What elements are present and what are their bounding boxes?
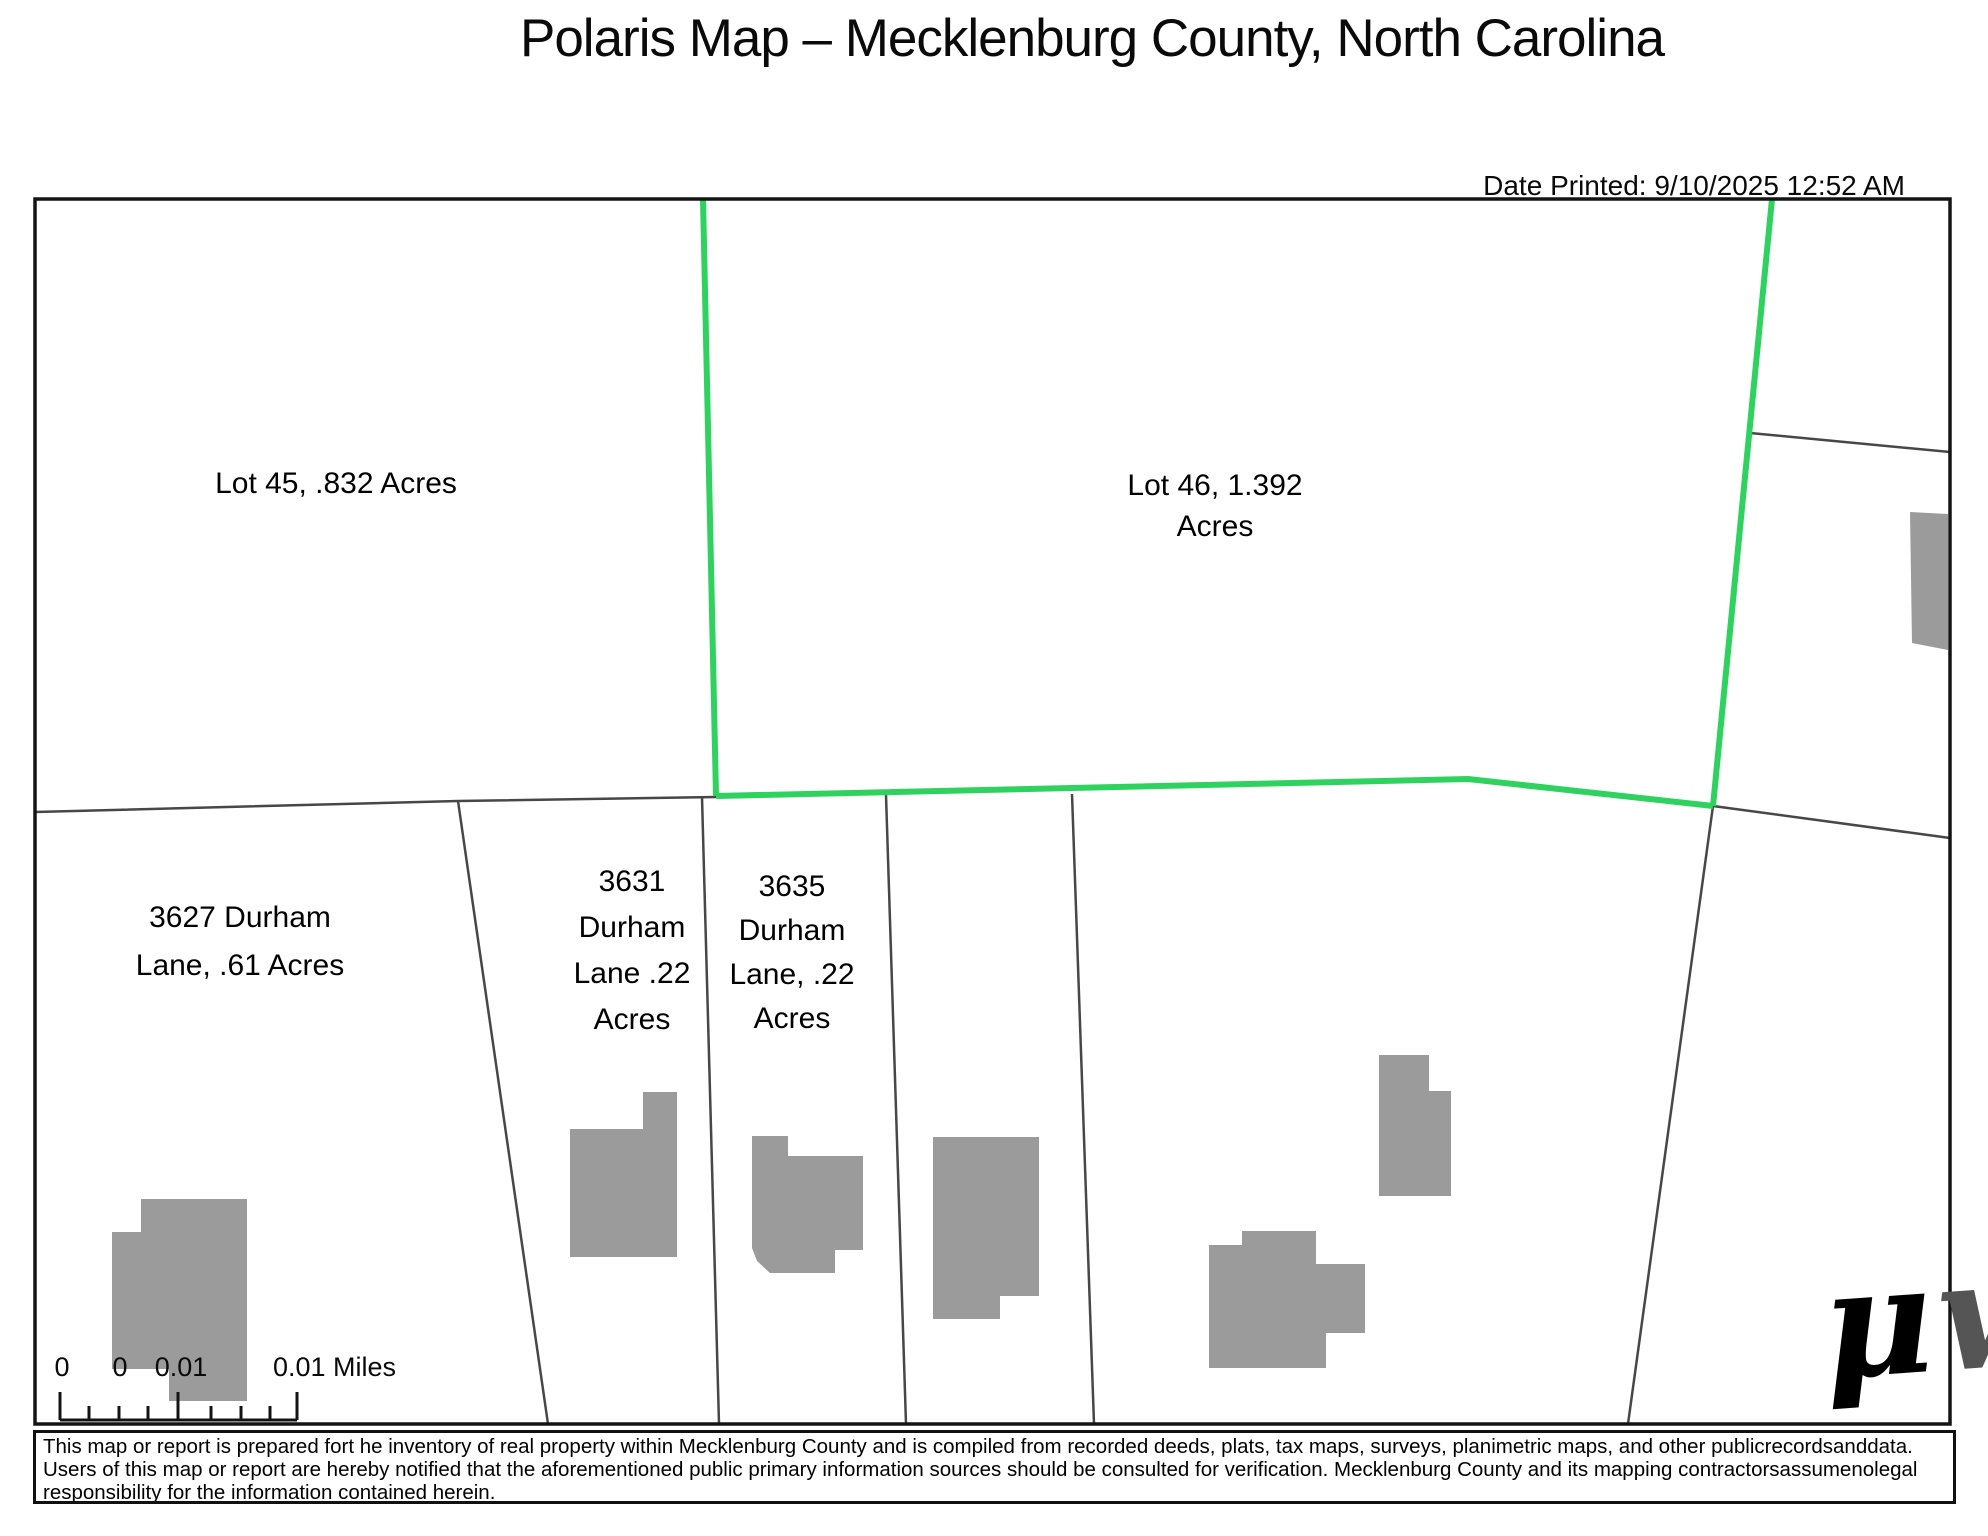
parcel-boundary-extension-right xyxy=(1712,804,1951,840)
parcel-label-lot45: Lot 45, .832 Acres xyxy=(215,466,457,502)
scale-tick-label: 0 xyxy=(112,1352,128,1382)
parcel-label-line: 3627 Durham xyxy=(149,901,331,934)
parcel-label-line: 3635 xyxy=(758,870,826,903)
disclaimer-line-1: This map or report is prepared fort he i… xyxy=(43,1435,1913,1458)
scale-tick-label: 0.01 xyxy=(154,1352,208,1382)
handwritten-watermark: μw xyxy=(1816,1222,1988,1415)
map-frame xyxy=(33,197,1952,1426)
parcel-label-line: Lot 45, .832 Acres xyxy=(215,467,457,500)
building-footprint-3635 xyxy=(752,1136,863,1273)
page-title: Polaris Map – Mecklenburg County, North … xyxy=(519,9,1665,68)
parcel-branch-upper-right xyxy=(1749,431,1951,454)
disclaimer-line-2: Users of this map or report are hereby n… xyxy=(43,1458,1918,1481)
parcel-label-lot46: Lot 46, 1.392 Acres xyxy=(1127,465,1302,547)
building-footprint-3627 xyxy=(112,1199,247,1401)
parcel-label-line: Lane .22 xyxy=(573,957,691,990)
parcel-label-line: Acres xyxy=(593,1003,671,1036)
building-footprint-3631 xyxy=(570,1092,677,1257)
building-footprint-7 xyxy=(1910,512,1948,650)
parcel-divider-2 xyxy=(700,796,721,1425)
parcel-label-line: 3631 xyxy=(598,865,666,898)
scale-ruler xyxy=(58,1392,299,1422)
disclaimer-box: This map or report is prepared fort he i… xyxy=(33,1430,1956,1504)
scale-tick-label: 0 xyxy=(54,1352,70,1382)
building-footprint-4 xyxy=(933,1137,1039,1319)
parcel-lines xyxy=(34,431,1951,1425)
parcel-label-3631: 3631 Durham Lane .22 Acres xyxy=(574,859,691,1043)
parcel-boundary-right-slant xyxy=(1626,805,1715,1425)
parcel-boundary-top xyxy=(34,795,717,814)
parcel-label-line: Acres xyxy=(753,1002,831,1035)
parcel-label-line: Lane, .61 Acres xyxy=(135,949,345,982)
highlighted-parcel-boundary xyxy=(700,198,1775,809)
parcel-label-line: Lane, .22 xyxy=(729,958,855,991)
building-footprint-5 xyxy=(1209,1231,1365,1368)
highlighted-boundary-right xyxy=(1710,198,1775,807)
parcel-label-line: Durham xyxy=(578,911,686,944)
building-footprint-6 xyxy=(1379,1055,1451,1196)
parcel-divider-1 xyxy=(456,800,550,1425)
disclaimer-line-3: responsibility for the information conta… xyxy=(43,1481,496,1504)
watermark-mu-glyph: μ xyxy=(1816,1231,1938,1415)
parcel-divider-4 xyxy=(1070,793,1096,1425)
highlighted-boundary-bottom xyxy=(715,775,1714,809)
date-printed-label: Date Printed: 9/10/2025 12:52 AM xyxy=(1483,170,1905,201)
parcel-label-3635: 3635 Durham Lane, .22 Acres xyxy=(729,865,854,1041)
parcel-label-3627: 3627 Durham Lane, .61 Acres xyxy=(136,894,344,990)
scale-unit-label: 0.01 Miles xyxy=(273,1352,397,1382)
watermark-clipped-glyph: w xyxy=(1931,1221,1988,1407)
parcel-label-line: Lot 46, 1.392 xyxy=(1127,469,1303,502)
building-footprints xyxy=(112,512,1948,1401)
parcel-label-line: Durham xyxy=(738,914,846,947)
parcel-label-line: Acres xyxy=(1176,510,1254,543)
highlighted-boundary-left xyxy=(700,198,719,797)
parcel-divider-3 xyxy=(884,794,908,1425)
